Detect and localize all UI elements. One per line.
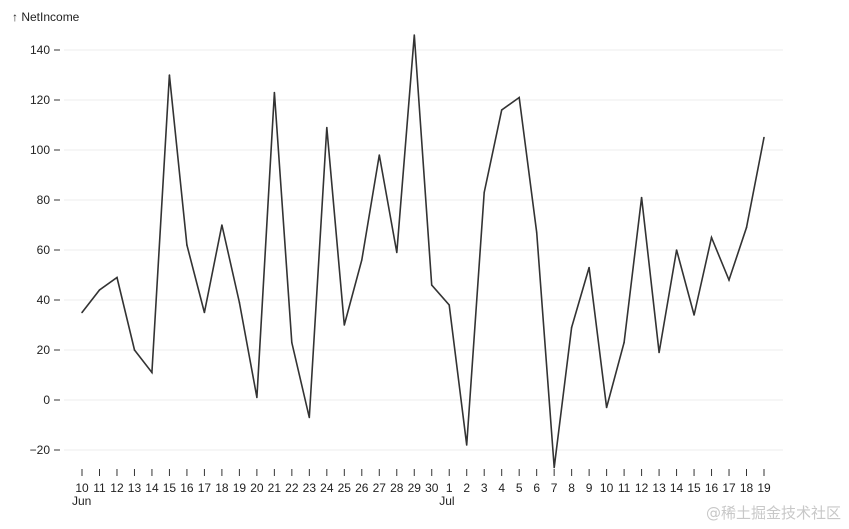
- data-point: [710, 236, 713, 239]
- x-tick-label: 9: [586, 481, 593, 495]
- x-tick-label: 12: [635, 481, 649, 495]
- x-tick-label: 23: [303, 481, 317, 495]
- x-tick-label: 25: [338, 481, 352, 495]
- x-tick-label: 12: [110, 481, 124, 495]
- data-point: [116, 276, 118, 279]
- x-month-label: Jul: [439, 494, 454, 508]
- x-tick-label: 15: [687, 481, 701, 495]
- y-tick-label: 120: [30, 93, 50, 107]
- data-point: [186, 244, 188, 246]
- data-point: [221, 224, 223, 226]
- data-point: [203, 311, 206, 314]
- x-tick-label: 5: [516, 481, 523, 495]
- data-point: [623, 341, 625, 344]
- data-point: [605, 406, 608, 409]
- data-point: [483, 191, 486, 194]
- x-tick-label: 27: [373, 481, 387, 495]
- data-point: [518, 96, 520, 99]
- y-tick-label: 100: [30, 143, 50, 157]
- data-point: [693, 314, 695, 316]
- data-point: [81, 311, 83, 314]
- data-point: [360, 259, 363, 261]
- data-point: [500, 109, 503, 111]
- x-tick-label: 1: [446, 481, 453, 495]
- y-axis: −20 0 20 40 60 80 100 120 140: [30, 43, 60, 457]
- data-point: [326, 126, 328, 129]
- y-tick-label: 20: [37, 343, 51, 357]
- data-point: [291, 341, 293, 344]
- data-point: [151, 371, 153, 374]
- data-point: [640, 196, 643, 199]
- data-point: [133, 349, 136, 351]
- gridlines: [64, 49, 783, 451]
- x-tick-label: 10: [75, 481, 89, 495]
- data-point: [570, 326, 573, 329]
- data-point: [588, 266, 590, 269]
- data-point: [675, 249, 678, 251]
- y-tick-label: 40: [37, 293, 51, 307]
- x-tick-label: 10: [600, 481, 614, 495]
- y-tick-label: −20: [30, 443, 51, 457]
- x-tick-label: 17: [722, 481, 736, 495]
- data-point: [343, 324, 346, 326]
- x-tick-label: 14: [145, 481, 159, 495]
- x-tick-label: 18: [740, 481, 754, 495]
- x-tick-label: 13: [652, 481, 666, 495]
- x-tick-label: 28: [390, 481, 404, 495]
- data-point: [413, 34, 416, 36]
- x-tick-label: 3: [481, 481, 488, 495]
- x-tick-label: 17: [198, 481, 212, 495]
- x-tick-label: 18: [215, 481, 229, 495]
- data-point: [745, 226, 748, 229]
- data-point: [256, 396, 258, 399]
- data-point: [378, 154, 381, 156]
- data-point: [763, 136, 765, 139]
- x-tick-label: 21: [268, 481, 282, 495]
- y-tick-label: 140: [30, 43, 50, 57]
- x-tick-label: 4: [498, 481, 505, 495]
- data-point: [168, 74, 171, 76]
- x-tick-label: 26: [355, 481, 369, 495]
- x-tick-label: 29: [408, 481, 422, 495]
- series-line: [81, 34, 765, 468]
- x-tick-label: 13: [128, 481, 142, 495]
- x-tick-label: 22: [285, 481, 299, 495]
- x-tick-label: 30: [425, 481, 439, 495]
- data-point: [535, 231, 538, 234]
- x-tick-label: 14: [670, 481, 684, 495]
- x-tick-label: 19: [757, 481, 771, 495]
- x-tick-label: 20: [250, 481, 264, 495]
- x-tick-label: 11: [618, 481, 631, 495]
- data-point: [728, 279, 730, 281]
- data-point: [430, 284, 433, 286]
- data-point: [448, 304, 451, 306]
- x-tick-label: 2: [463, 481, 470, 495]
- y-axis-title: ↑ NetIncome: [12, 10, 80, 24]
- y-tick-label: 60: [37, 243, 51, 257]
- y-tick-label: 0: [43, 393, 50, 407]
- series-group: [81, 34, 765, 469]
- x-axis: 10 11 12 13 14 15 16 17 18 19 20 21 22 23 24 25 26 27 28 29…: [72, 469, 771, 508]
- data-point: [98, 289, 101, 291]
- data-point: [308, 416, 311, 419]
- x-tick-label: 8: [568, 481, 575, 495]
- x-tick-label: 15: [163, 481, 177, 495]
- y-tick-label: 80: [37, 193, 51, 207]
- x-tick-label: 11: [93, 481, 106, 495]
- x-tick-label: 16: [180, 481, 194, 495]
- x-month-label: Jun: [72, 494, 91, 508]
- x-tick-label: 6: [533, 481, 540, 495]
- x-tick-label: 24: [320, 481, 334, 495]
- data-point: [273, 91, 276, 94]
- data-point: [238, 301, 241, 304]
- x-tick-label: 7: [551, 481, 558, 495]
- data-point: [465, 444, 468, 446]
- data-point: [395, 251, 398, 254]
- watermark: @稀土掘金技术社区: [705, 504, 841, 522]
- x-tick-label: 16: [705, 481, 719, 495]
- data-point: [658, 351, 660, 354]
- data-point: [553, 466, 555, 469]
- x-tick-label: 19: [233, 481, 247, 495]
